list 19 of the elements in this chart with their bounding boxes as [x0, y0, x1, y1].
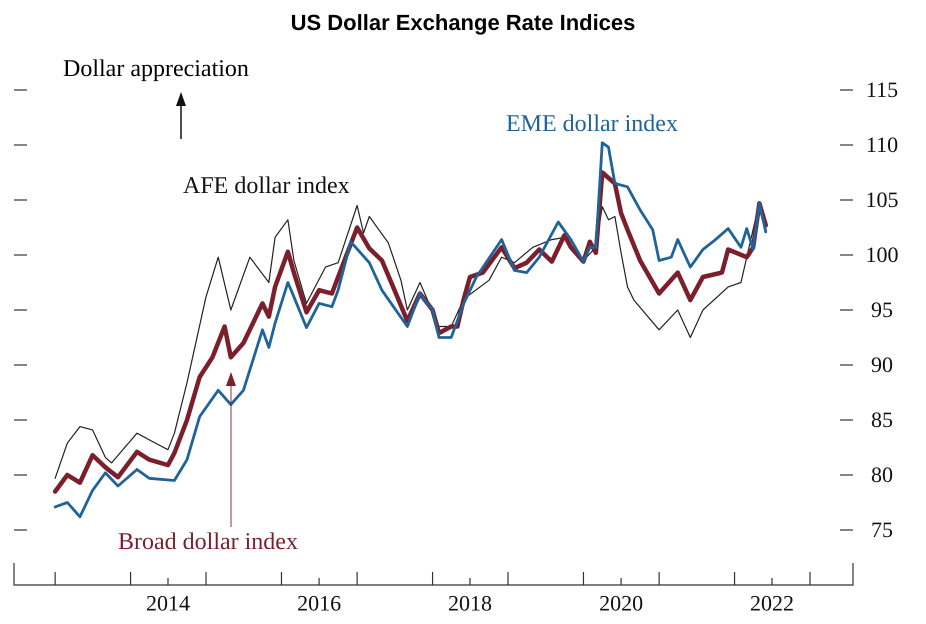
text: Broad dollar index [118, 529, 298, 555]
x-tick-label: 2022 [750, 590, 794, 616]
y-tick-label: 95 [871, 297, 893, 322]
chart-title: US Dollar Exchange Rate Indices [290, 10, 636, 35]
y-tick-label: 115 [866, 77, 898, 102]
x-tick-label: 2018 [448, 590, 492, 616]
y-tick-label: 110 [866, 132, 898, 158]
y-tick-label: 85 [871, 407, 893, 432]
y-tick-label: 75 [871, 517, 893, 542]
text: Dollar appreciation [63, 56, 249, 82]
y-tick-label: 105 [866, 187, 898, 212]
x-tick-label: 2020 [599, 590, 644, 616]
x-tick-label: 2016 [297, 590, 342, 616]
y-tick-label: 100 [866, 242, 898, 268]
series-label: EME dollar index [506, 111, 678, 137]
x-tick-label: 2014 [146, 590, 190, 616]
y-tick-label: 80 [871, 462, 893, 488]
series-label: AFE dollar index [183, 173, 350, 199]
y-tick-label: 90 [871, 352, 893, 378]
